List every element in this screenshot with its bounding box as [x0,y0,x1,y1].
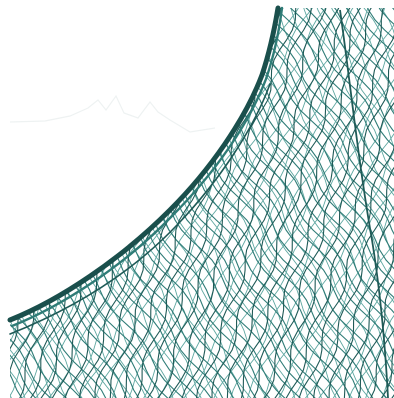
mesh-strand [226,8,367,398]
mesh-strand-back [277,8,394,398]
net-edge-rope [7,5,281,323]
mesh-strand [252,8,388,398]
mesh-strand [297,8,394,398]
mesh-strand-back [44,8,269,398]
mesh-strand [224,8,394,398]
mesh-strand-back [10,8,118,398]
mesh-strand-back [33,8,253,398]
mesh-strand [167,8,312,398]
mesh-strand-back [103,8,323,398]
mesh-strand-back [262,8,394,398]
mesh-strand [10,8,118,398]
mesh-strand [50,8,195,398]
mesh-strand-back [290,8,394,398]
mesh-strand [327,8,394,398]
mesh-strand-back [10,8,17,398]
mesh-strand [312,8,394,398]
mesh-strand-back [347,8,394,398]
mesh-strand [284,8,394,398]
mesh-strand-back [10,8,188,398]
mesh-strand [180,8,328,398]
mesh-strand [10,8,69,398]
mesh-strand [312,8,394,398]
mesh-strand-back [10,8,68,398]
mesh-strand [281,8,394,398]
mesh-strand [10,8,272,398]
mesh-strand [39,8,180,398]
mesh-strand [10,8,129,398]
mesh-strand-back [181,8,394,398]
mesh-strand [369,8,394,398]
mesh-strand-back [314,8,394,398]
mesh-strand [10,8,12,398]
mesh-strand [357,8,394,398]
mesh-strand [10,8,94,398]
mesh-strand-back [10,8,89,398]
mesh-strand [10,8,97,398]
mesh-strand-back [10,8,27,398]
mesh-strand-back [94,8,319,398]
mesh-strand [10,8,26,398]
mesh-strand-back [10,8,101,398]
faint-reflection [9,94,216,133]
mesh-strand [211,8,356,398]
mesh-strand-back [341,8,394,398]
mesh-strand-back [10,8,118,398]
mesh-strand-back [111,8,333,398]
mesh-strand-back [238,8,394,398]
net-edge-rope-secondary [9,83,271,335]
mesh-strand [78,8,375,398]
mesh-strand [195,8,343,398]
mesh-strand [341,8,394,398]
mesh-strand-back [196,8,394,398]
mesh-strand [240,8,377,398]
mesh-strand-back [10,8,40,398]
mesh-strand [343,8,394,398]
mesh-strand [10,8,16,398]
mesh-strand-back [255,8,394,398]
mesh-strand [273,8,394,398]
mesh-strand [257,8,394,398]
mesh-strand [10,8,84,398]
mesh-strand-back [31,8,253,398]
mesh-strand-back [10,8,84,398]
mesh-strand [262,8,394,398]
mesh-strand-back [142,8,359,398]
mesh-strand [156,8,297,398]
mesh-strand-back [127,8,346,398]
mesh-strand [268,8,394,398]
mesh-strand-back [10,8,53,398]
net-edge-rope-strand [10,6,284,328]
mesh-strand-back [301,8,394,398]
mesh-strand-back [10,8,152,398]
mesh-strand-back [10,8,203,398]
mesh-strand-back [287,8,394,398]
mesh-strand [10,8,155,398]
mesh-strand-back [10,8,13,398]
mesh-strand [10,8,109,398]
mesh-strand [10,8,288,398]
mesh-strand-back [316,8,394,398]
mesh-strand [246,8,394,398]
mesh-strand-back [327,8,394,398]
net-inner-fold [339,9,389,398]
mesh-strand [10,8,143,398]
mesh-strand [328,8,394,398]
mesh-strand [0,0,4,398]
mesh-strand [10,8,141,398]
mesh-strand [10,8,108,398]
